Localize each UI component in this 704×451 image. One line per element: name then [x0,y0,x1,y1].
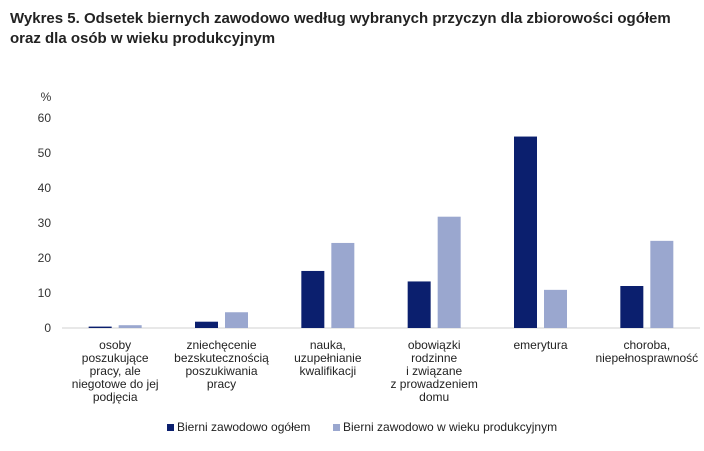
x-category-label: emerytura [513,338,567,352]
y-tick-label: 60 [38,111,52,125]
bar-wiek-produkcyjny-4 [544,289,567,328]
y-tick-label: 0 [44,321,51,335]
y-tick-label: 50 [38,146,52,160]
bar-wiek-produkcyjny-3 [437,216,461,328]
x-axis: osoby poszukujące pracy, ale niegotowe do j… [72,338,698,404]
y-tick-label: 10 [38,286,52,300]
bar-wiek-produkcyjny-1 [225,312,248,328]
legend-label: Bierni zawodowo ogółem [177,420,310,434]
bar-ogolem-4 [514,136,537,328]
bars [88,136,674,328]
x-category-label: choroba, niepełnosprawność [595,338,698,365]
y-axis: % 0 10 20 30 40 50 60 [38,90,700,335]
bar-ogolem-5 [620,286,644,328]
x-category-label: zniechęcenie bezskutecznością poszukiwania… [174,338,269,391]
legend-swatch [333,424,340,431]
bar-ogolem-0 [88,326,112,328]
y-tick-label: 30 [38,216,52,230]
y-tick-label: 20 [38,251,52,265]
y-axis-unit-label: % [41,90,52,104]
y-tick-label: 40 [38,181,52,195]
legend: Bierni zawodowo ogółem Bierni zawodowo w … [167,420,557,434]
bar-ogolem-1 [195,321,218,328]
bar-wiek-produkcyjny-2 [331,242,355,328]
x-category-label: osoby poszukujące pracy, ale niegotowe do j… [72,338,159,404]
bar-wiek-produkcyjny-5 [650,240,674,328]
x-category-label: nauka, uzupełnianie kwalifikacji [294,338,362,378]
bar-ogolem-3 [407,281,431,328]
bar-wiek-produkcyjny-0 [118,325,142,328]
chart-title: Wykres 5. Odsetek biernych zawodowo wedł… [10,10,671,47]
bar-ogolem-2 [301,270,325,328]
x-category-label: obowiązki rodzinne i związane z prowadzenie… [390,338,477,404]
legend-swatch [167,424,174,431]
legend-label: Bierni zawodowo w wieku produkcyjnym [343,420,557,434]
